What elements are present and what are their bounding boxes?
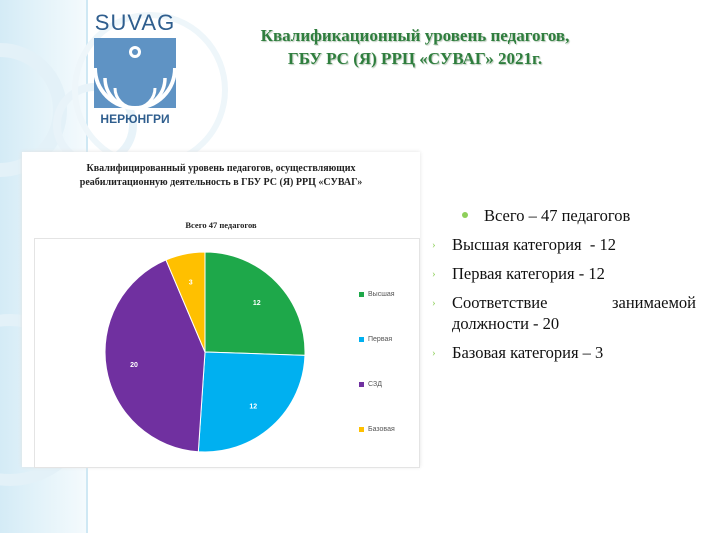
bullet-item-highest: › Высшая категория - 12	[432, 234, 696, 255]
legend-label: Высшая	[368, 291, 395, 298]
legend-label: Базовая	[368, 426, 395, 433]
bullet-dot-icon	[462, 212, 468, 218]
legend-swatch	[359, 292, 364, 297]
pie-slice-СЗД	[104, 259, 206, 453]
pie-data-label: 20	[130, 362, 138, 369]
summary-bullet-list: Всего – 47 педагогов › Высшая категория …	[432, 205, 696, 371]
pie-slice-Базовая	[165, 251, 206, 353]
pie-data-label: 12	[249, 403, 257, 410]
chart-title: Квалифицированный уровень педагогов, осу…	[32, 162, 410, 190]
pie-chart-svg: 12 12 20 3	[104, 251, 306, 453]
legend-swatch	[359, 427, 364, 432]
legend-item: Первая	[359, 336, 392, 343]
bullet-arrow-icon: ›	[432, 347, 436, 359]
chart-plot-area: 12 12 20 3 Высшая Первая СЗД Базовая	[34, 238, 420, 468]
bullet-text-highest: Высшая категория - 12	[452, 235, 617, 254]
chart-legend: Высшая Первая СЗД Базовая	[359, 239, 419, 467]
logo-top-text: SUVAG	[94, 10, 176, 35]
bullet-text-total: Всего – 47 педагогов	[484, 206, 631, 225]
pie-data-label: 12	[253, 300, 261, 307]
bullet-item-position: › Соответствие занимаемой должности - 20	[432, 292, 696, 334]
bullet-text-basic: Базовая категория – 3	[452, 343, 604, 362]
legend-item: Базовая	[359, 426, 395, 433]
bullet-text-position-line2: должности - 20	[452, 314, 560, 333]
chart-title-line1: Квалифицированный уровень педагогов, осу…	[86, 163, 356, 174]
bullet-item-total: Всего – 47 педагогов	[432, 205, 696, 226]
pie-slice-Первая	[197, 351, 306, 453]
bullet-arrow-icon: ›	[432, 239, 436, 251]
bullet-item-basic: › Базовая категория – 3	[432, 342, 696, 363]
chart-subtitle: Всего 47 педагогов	[185, 220, 257, 230]
legend-swatch	[359, 382, 364, 387]
bullet-text-position-line1: Соответствие занимаемой	[452, 293, 696, 312]
legend-item: СЗД	[359, 381, 382, 388]
legend-item: Высшая	[359, 291, 395, 298]
slide-title-line2: ГБУ РС (Я) РРЦ «СУВАГ» 2021г.	[287, 49, 543, 68]
bullet-arrow-icon: ›	[432, 268, 436, 280]
legend-swatch	[359, 337, 364, 342]
suvag-logo: SUVAG НЕРЮНГРИ	[92, 10, 178, 128]
legend-label: Первая	[368, 336, 393, 343]
logo-emblem-icon	[93, 38, 177, 110]
legend-label: СЗД	[368, 381, 382, 388]
bullet-text-first: Первая категория - 12	[452, 264, 605, 283]
slide-title: Квалификационный уровень педагогов, ГБУ …	[200, 24, 630, 70]
pie-slice-Высшая	[204, 251, 306, 356]
slide-title-line1: Квалификационный уровень педагогов,	[260, 26, 570, 45]
bullet-item-first: › Первая категория - 12	[432, 263, 696, 284]
pie-chart-card: Квалифицированный уровень педагогов, осу…	[22, 152, 420, 468]
chart-title-line2: реабилитационную деятельность в ГБУ РС (…	[79, 177, 363, 188]
bullet-arrow-icon: ›	[432, 297, 436, 309]
logo-bottom-text: НЕРЮНГРИ	[100, 112, 170, 126]
pie-data-label: 3	[189, 279, 193, 286]
